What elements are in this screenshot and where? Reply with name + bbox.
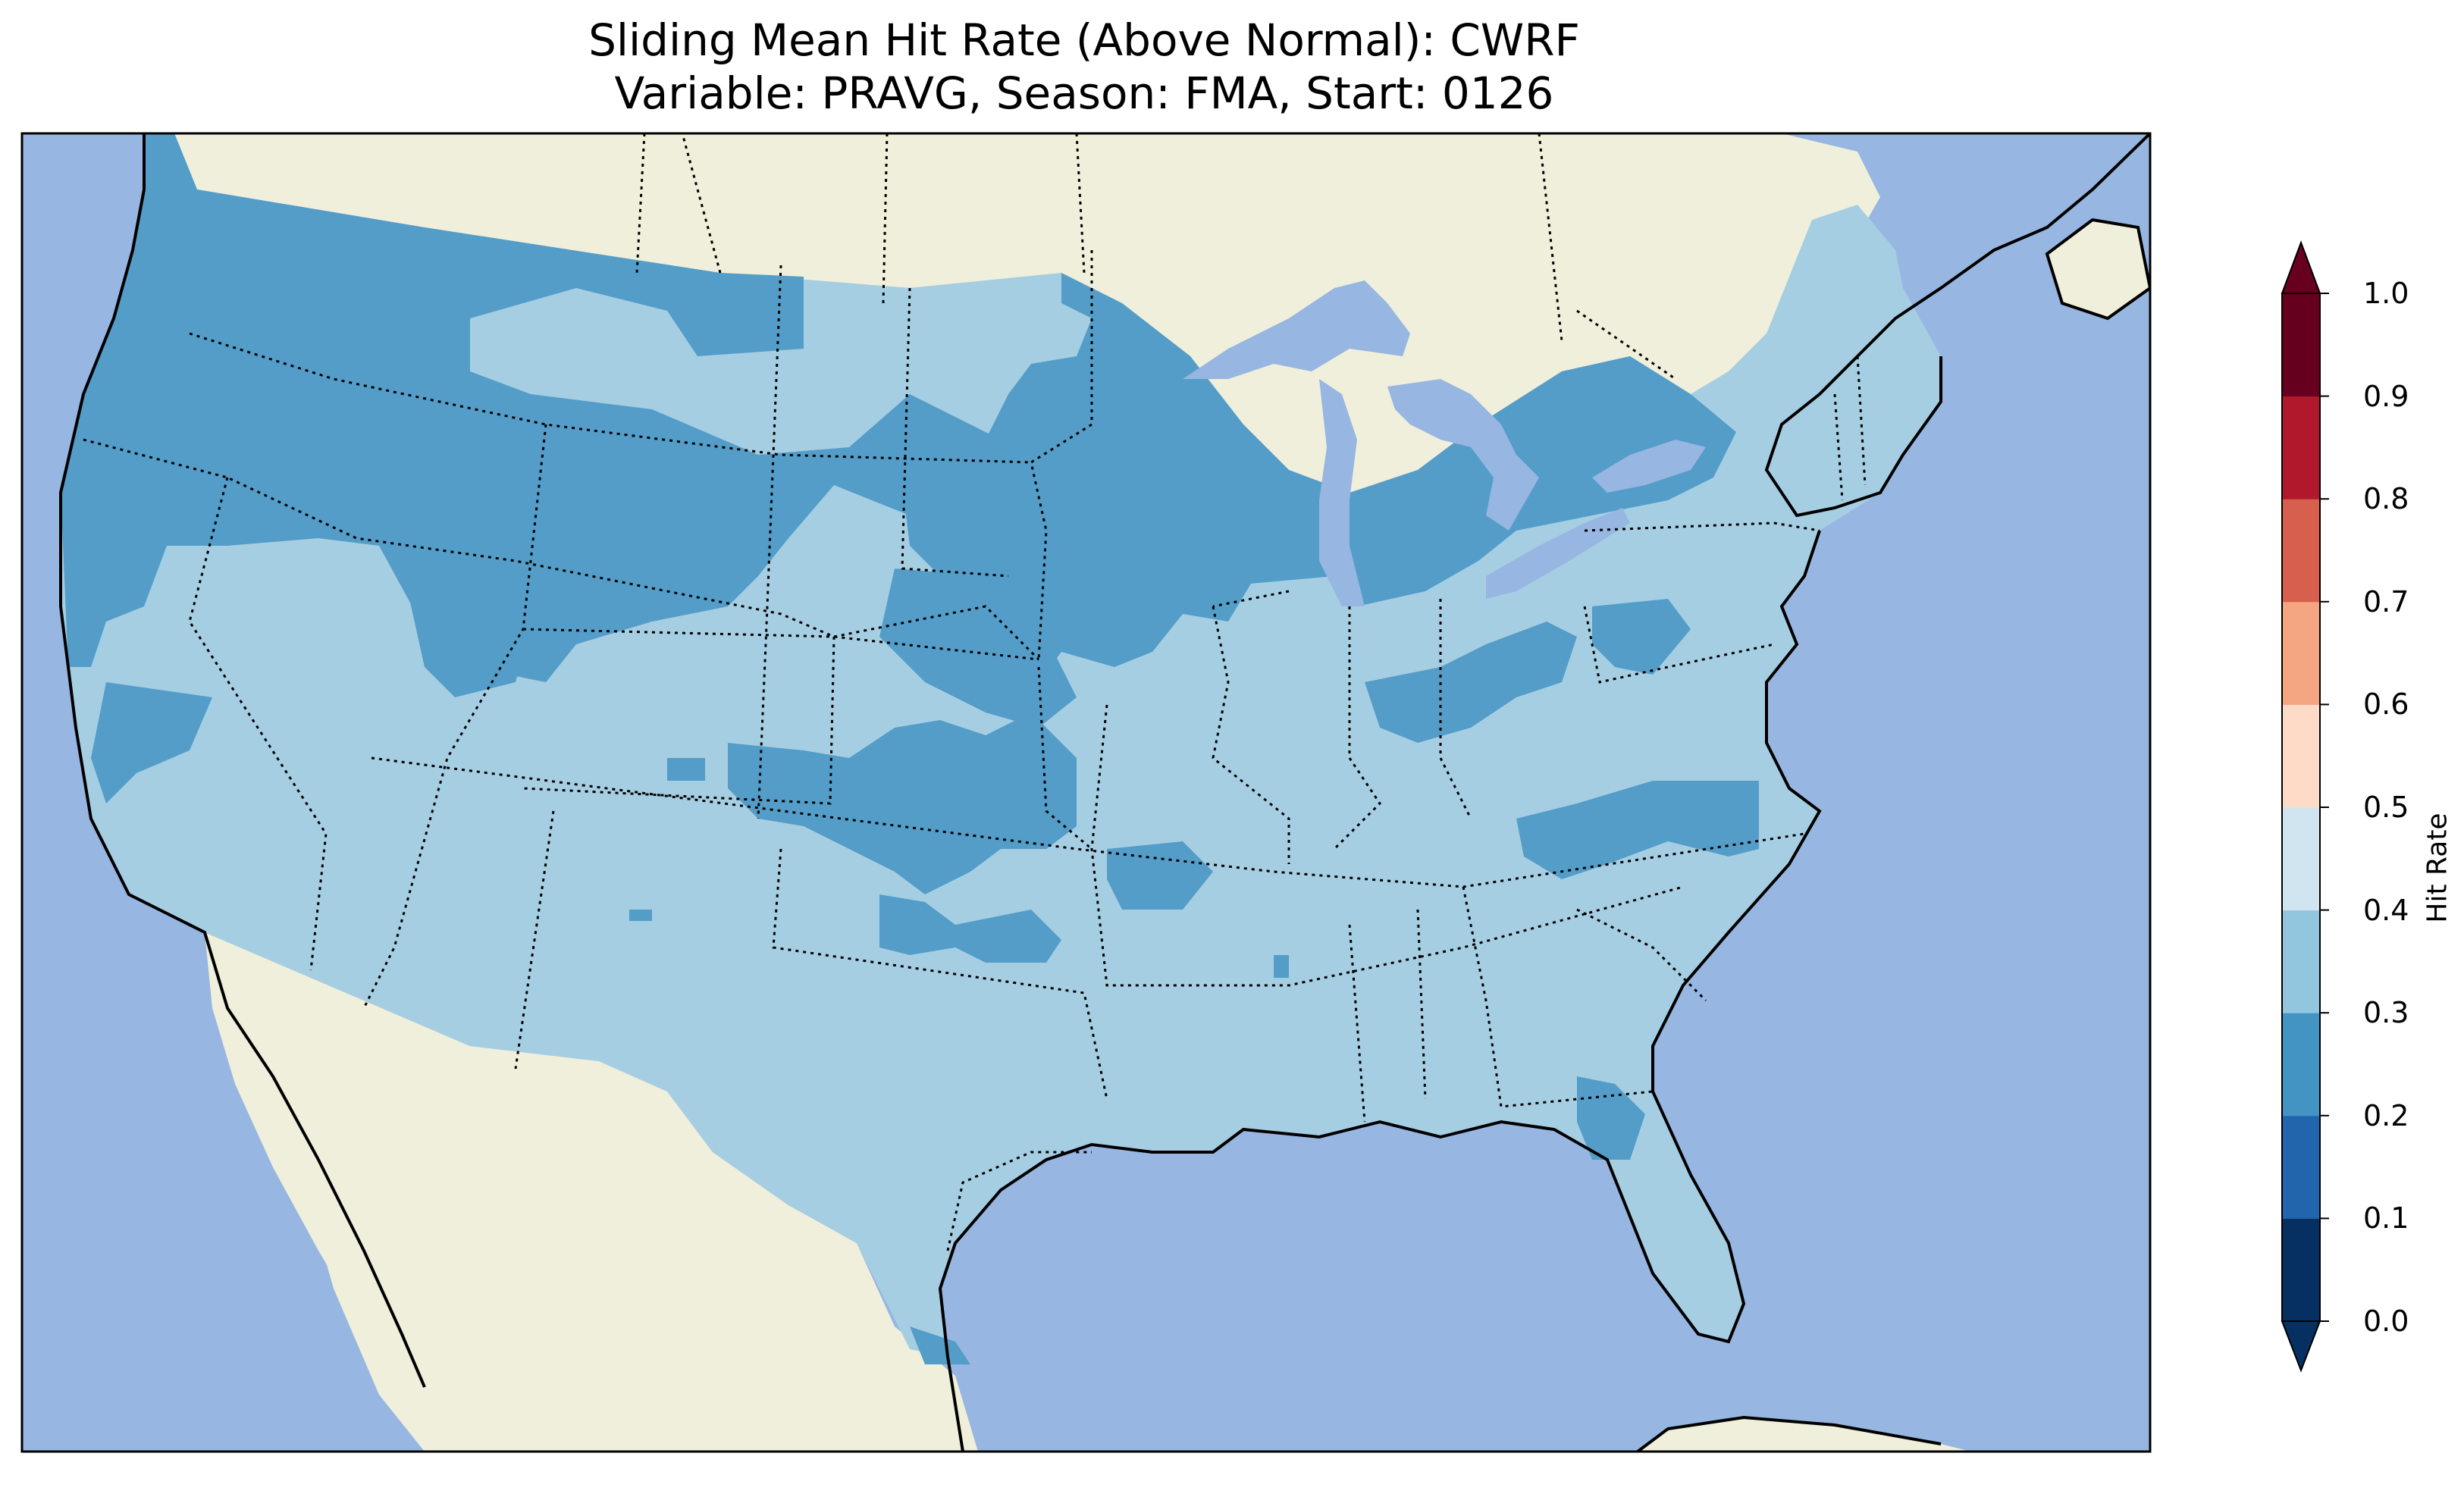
colorbar-bin-4 <box>2282 807 2320 911</box>
colorbar-tick-label: 0.2 <box>2363 1098 2409 1132</box>
great-lakes <box>1183 280 1706 606</box>
baja-peninsula <box>205 932 425 1391</box>
colorbar-tick-label: 0.1 <box>2363 1201 2409 1236</box>
colorbar-tick-label: 0.7 <box>2363 584 2409 619</box>
state-borders <box>83 133 1867 1251</box>
colorbar-bin-2 <box>2282 1013 2320 1117</box>
colorbar-tick-label: 0.3 <box>2363 996 2409 1030</box>
cuba-land <box>1638 1417 1971 1452</box>
colorbar-bin-6 <box>2282 601 2320 705</box>
map-panel <box>22 133 2150 1452</box>
colorbar-bin-9 <box>2282 293 2320 397</box>
colorbar-label: Hit Rate <box>2422 813 2453 923</box>
colorbar-extend-min <box>2281 1320 2321 1373</box>
map-title-line-2: Variable: PRAVG, Season: FMA, Start: 012… <box>614 67 1554 119</box>
colorbar-bin-1 <box>2282 1115 2320 1219</box>
coastline <box>59 133 2150 1452</box>
newfoundland-land <box>2047 220 2150 318</box>
colorbar-bin-8 <box>2282 396 2320 500</box>
colorbar-tick-label: 0.9 <box>2363 379 2409 413</box>
colorbar-tick-label: 0.5 <box>2363 791 2409 824</box>
colorbar-bin-3 <box>2282 910 2320 1013</box>
colorbar-extend-max <box>2281 240 2321 294</box>
map-frame <box>20 132 2152 1453</box>
colorbar <box>2281 240 2329 1373</box>
hit-rate-0-2-to-0-3-regions <box>61 133 1759 1364</box>
colorbar-bin-7 <box>2282 499 2320 603</box>
colorbar-tick-label: 0.8 <box>2363 482 2409 516</box>
colorbar-tick-label: 0.0 <box>2363 1305 2409 1338</box>
colorbar-bin-0 <box>2282 1218 2320 1322</box>
map-title-line-1: Sliding Mean Hit Rate (Above Normal): CW… <box>588 14 1580 66</box>
colorbar-tick-label: 0.4 <box>2363 893 2409 927</box>
colorbar-tick-label: 0.6 <box>2363 687 2409 722</box>
colorbar-tick-label: 1.0 <box>2363 277 2409 310</box>
colorbar-bin-5 <box>2282 704 2320 808</box>
